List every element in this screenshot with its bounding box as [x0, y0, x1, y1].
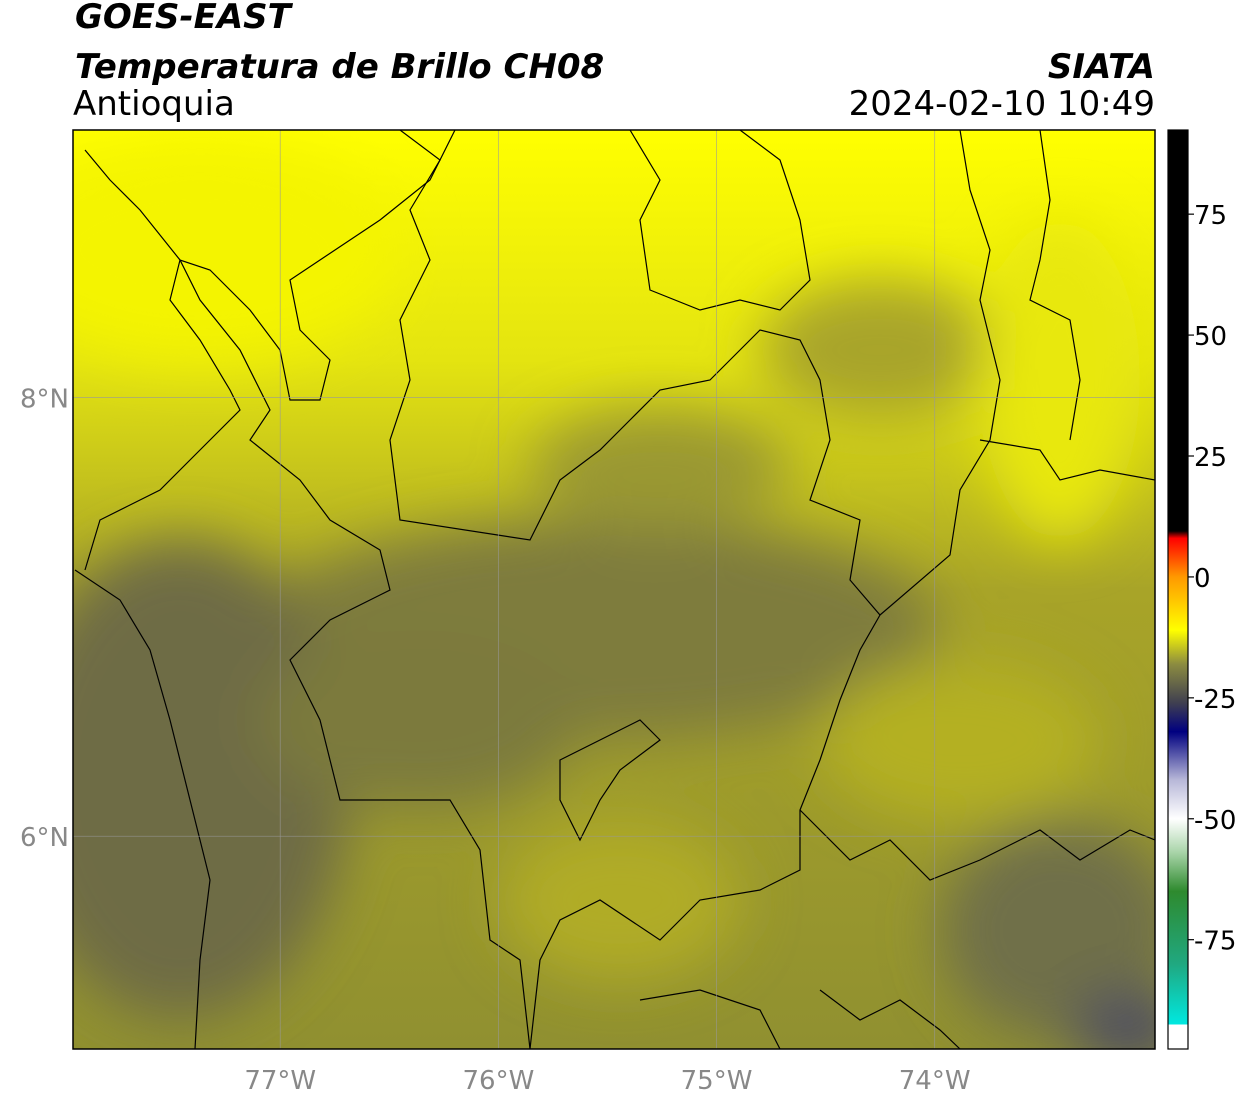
title: GOES-EAST — [75, 0, 294, 37]
colorbar-frame — [1167, 129, 1189, 1050]
colorbar-tick-label: 0 — [1194, 564, 1211, 594]
x-tick-label: 75°W — [681, 1066, 753, 1096]
colorbar: -75 -50 -25 0 25 50 75 — [1168, 130, 1236, 1049]
source: SIATA — [1048, 47, 1155, 87]
map-frame — [72, 129, 1156, 1050]
region: Antioquia — [73, 84, 235, 124]
subtitle: Temperatura de Brillo CH08 — [75, 47, 604, 87]
x-tick-label: 74°W — [899, 1066, 971, 1096]
graticule — [73, 130, 1155, 1049]
colorbar-tick-label: 50 — [1194, 322, 1227, 352]
x-tick-label: 76°W — [462, 1066, 534, 1096]
colorbar-tick-label: 75 — [1194, 201, 1227, 231]
y-tick-label: 6°N — [20, 823, 69, 853]
temperature-field — [73, 140, 1155, 1049]
colorbar-tick-label: -25 — [1194, 685, 1236, 715]
colorbar-tick-label: -50 — [1194, 806, 1236, 836]
y-tick-label: 8°N — [20, 385, 69, 415]
x-tick-label: 77°W — [244, 1066, 316, 1096]
datetime: 2024-02-10 10:49 — [849, 84, 1155, 124]
colorbar-tick-label: 25 — [1194, 443, 1227, 473]
map — [73, 130, 1155, 1049]
colorbar-tick-label: -75 — [1194, 927, 1236, 957]
colorbar-fill — [1168, 130, 1188, 1049]
borders — [74, 130, 1155, 1049]
